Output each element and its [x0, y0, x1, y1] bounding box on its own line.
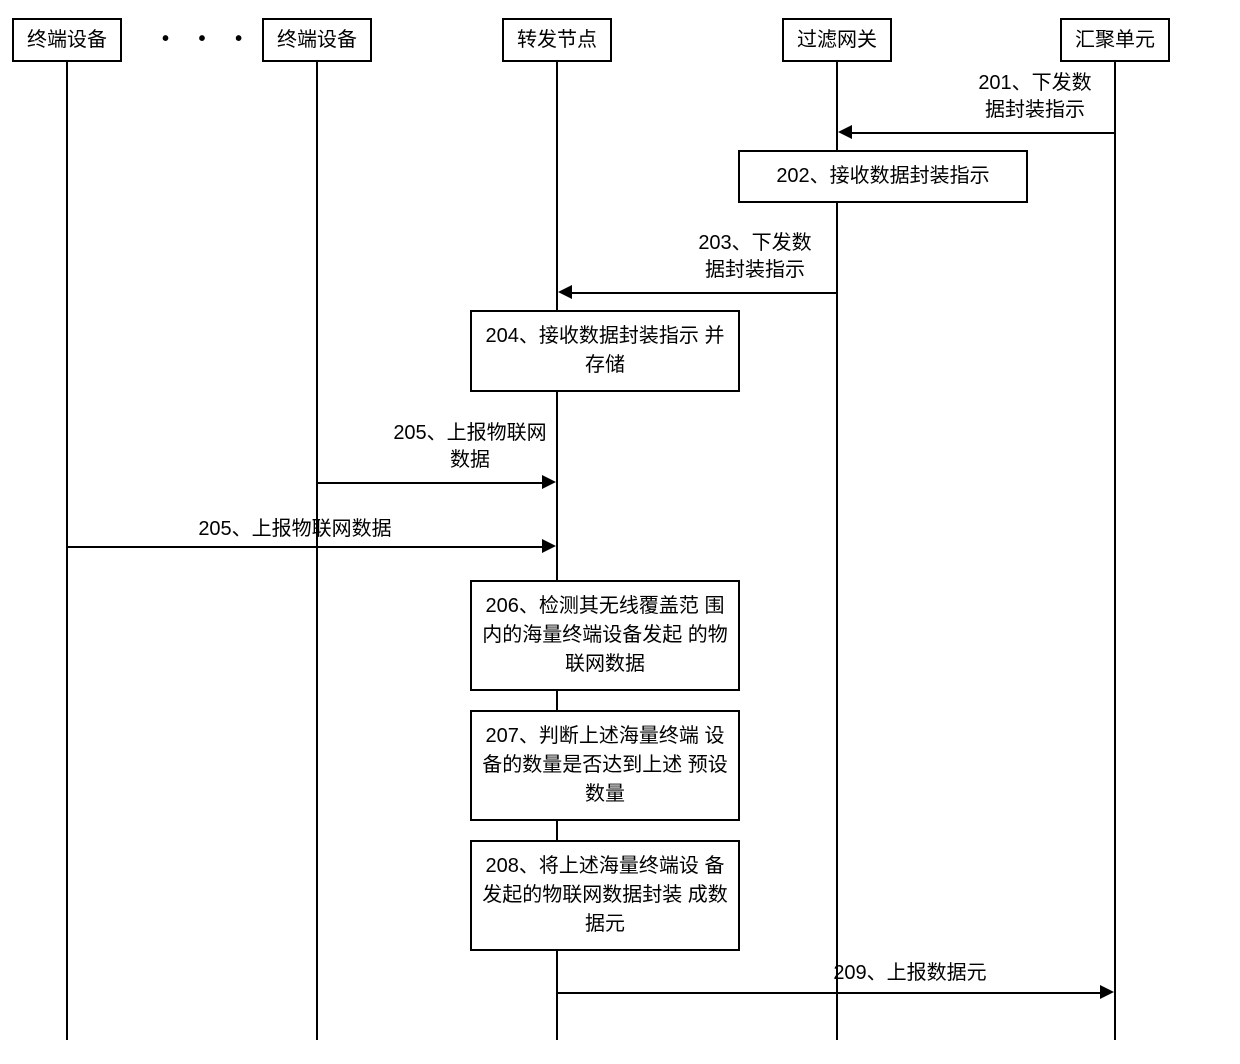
actor-forward-node: 转发节点	[502, 18, 612, 62]
msg-205b-arrowhead	[542, 539, 556, 553]
actor-label: 终端设备	[27, 29, 107, 51]
msg-201-arrow	[852, 132, 1114, 134]
lifeline-terminal-1	[66, 62, 68, 1040]
msg-205b-label: 205、上报物联网数据	[155, 516, 435, 543]
step-text: 202、接收数据封装指示	[776, 165, 989, 187]
actor-label: 汇聚单元	[1075, 29, 1155, 51]
msg-209-arrow	[558, 992, 1100, 994]
msg-205a-arrowhead	[542, 475, 556, 489]
actor-filter-gateway: 过滤网关	[782, 18, 892, 62]
lifeline-filter-gateway	[836, 62, 838, 1040]
msg-205a-arrow	[318, 482, 542, 484]
step-207: 207、判断上述海量终端 设备的数量是否达到上述 预设数量	[470, 710, 740, 821]
msg-203-arrow	[572, 292, 836, 294]
msg-209-label: 209、上报数据元	[800, 960, 1020, 987]
actor-ellipsis: • • •	[162, 28, 254, 51]
step-text: 208、将上述海量终端设 备发起的物联网数据封装 成数据元	[482, 855, 728, 935]
step-text: 206、检测其无线覆盖范 围内的海量终端设备发起 的物联网数据	[482, 595, 728, 675]
step-text: 207、判断上述海量终端 设备的数量是否达到上述 预设数量	[482, 725, 728, 805]
msg-205a-label: 205、上报物联网 数据	[370, 420, 570, 474]
msg-205b-arrow	[68, 546, 542, 548]
step-202: 202、接收数据封装指示	[738, 150, 1028, 203]
lifeline-terminal-2	[316, 62, 318, 1040]
lifeline-aggregation-unit	[1114, 62, 1116, 1040]
msg-201-label: 201、下发数 据封装指示	[955, 70, 1115, 124]
msg-203-arrowhead	[558, 285, 572, 299]
msg-203-label: 203、下发数 据封装指示	[675, 230, 835, 284]
actor-terminal-2: 终端设备	[262, 18, 372, 62]
msg-209-arrowhead	[1100, 985, 1114, 999]
step-204: 204、接收数据封装指示 并存储	[470, 310, 740, 392]
actor-label: 过滤网关	[797, 29, 877, 51]
msg-201-arrowhead	[838, 125, 852, 139]
step-206: 206、检测其无线覆盖范 围内的海量终端设备发起 的物联网数据	[470, 580, 740, 691]
actor-label: 终端设备	[277, 29, 357, 51]
step-text: 204、接收数据封装指示 并存储	[486, 325, 725, 376]
actor-terminal-1: 终端设备	[12, 18, 122, 62]
step-208: 208、将上述海量终端设 备发起的物联网数据封装 成数据元	[470, 840, 740, 951]
actor-aggregation-unit: 汇聚单元	[1060, 18, 1170, 62]
actor-label: 转发节点	[517, 29, 597, 51]
